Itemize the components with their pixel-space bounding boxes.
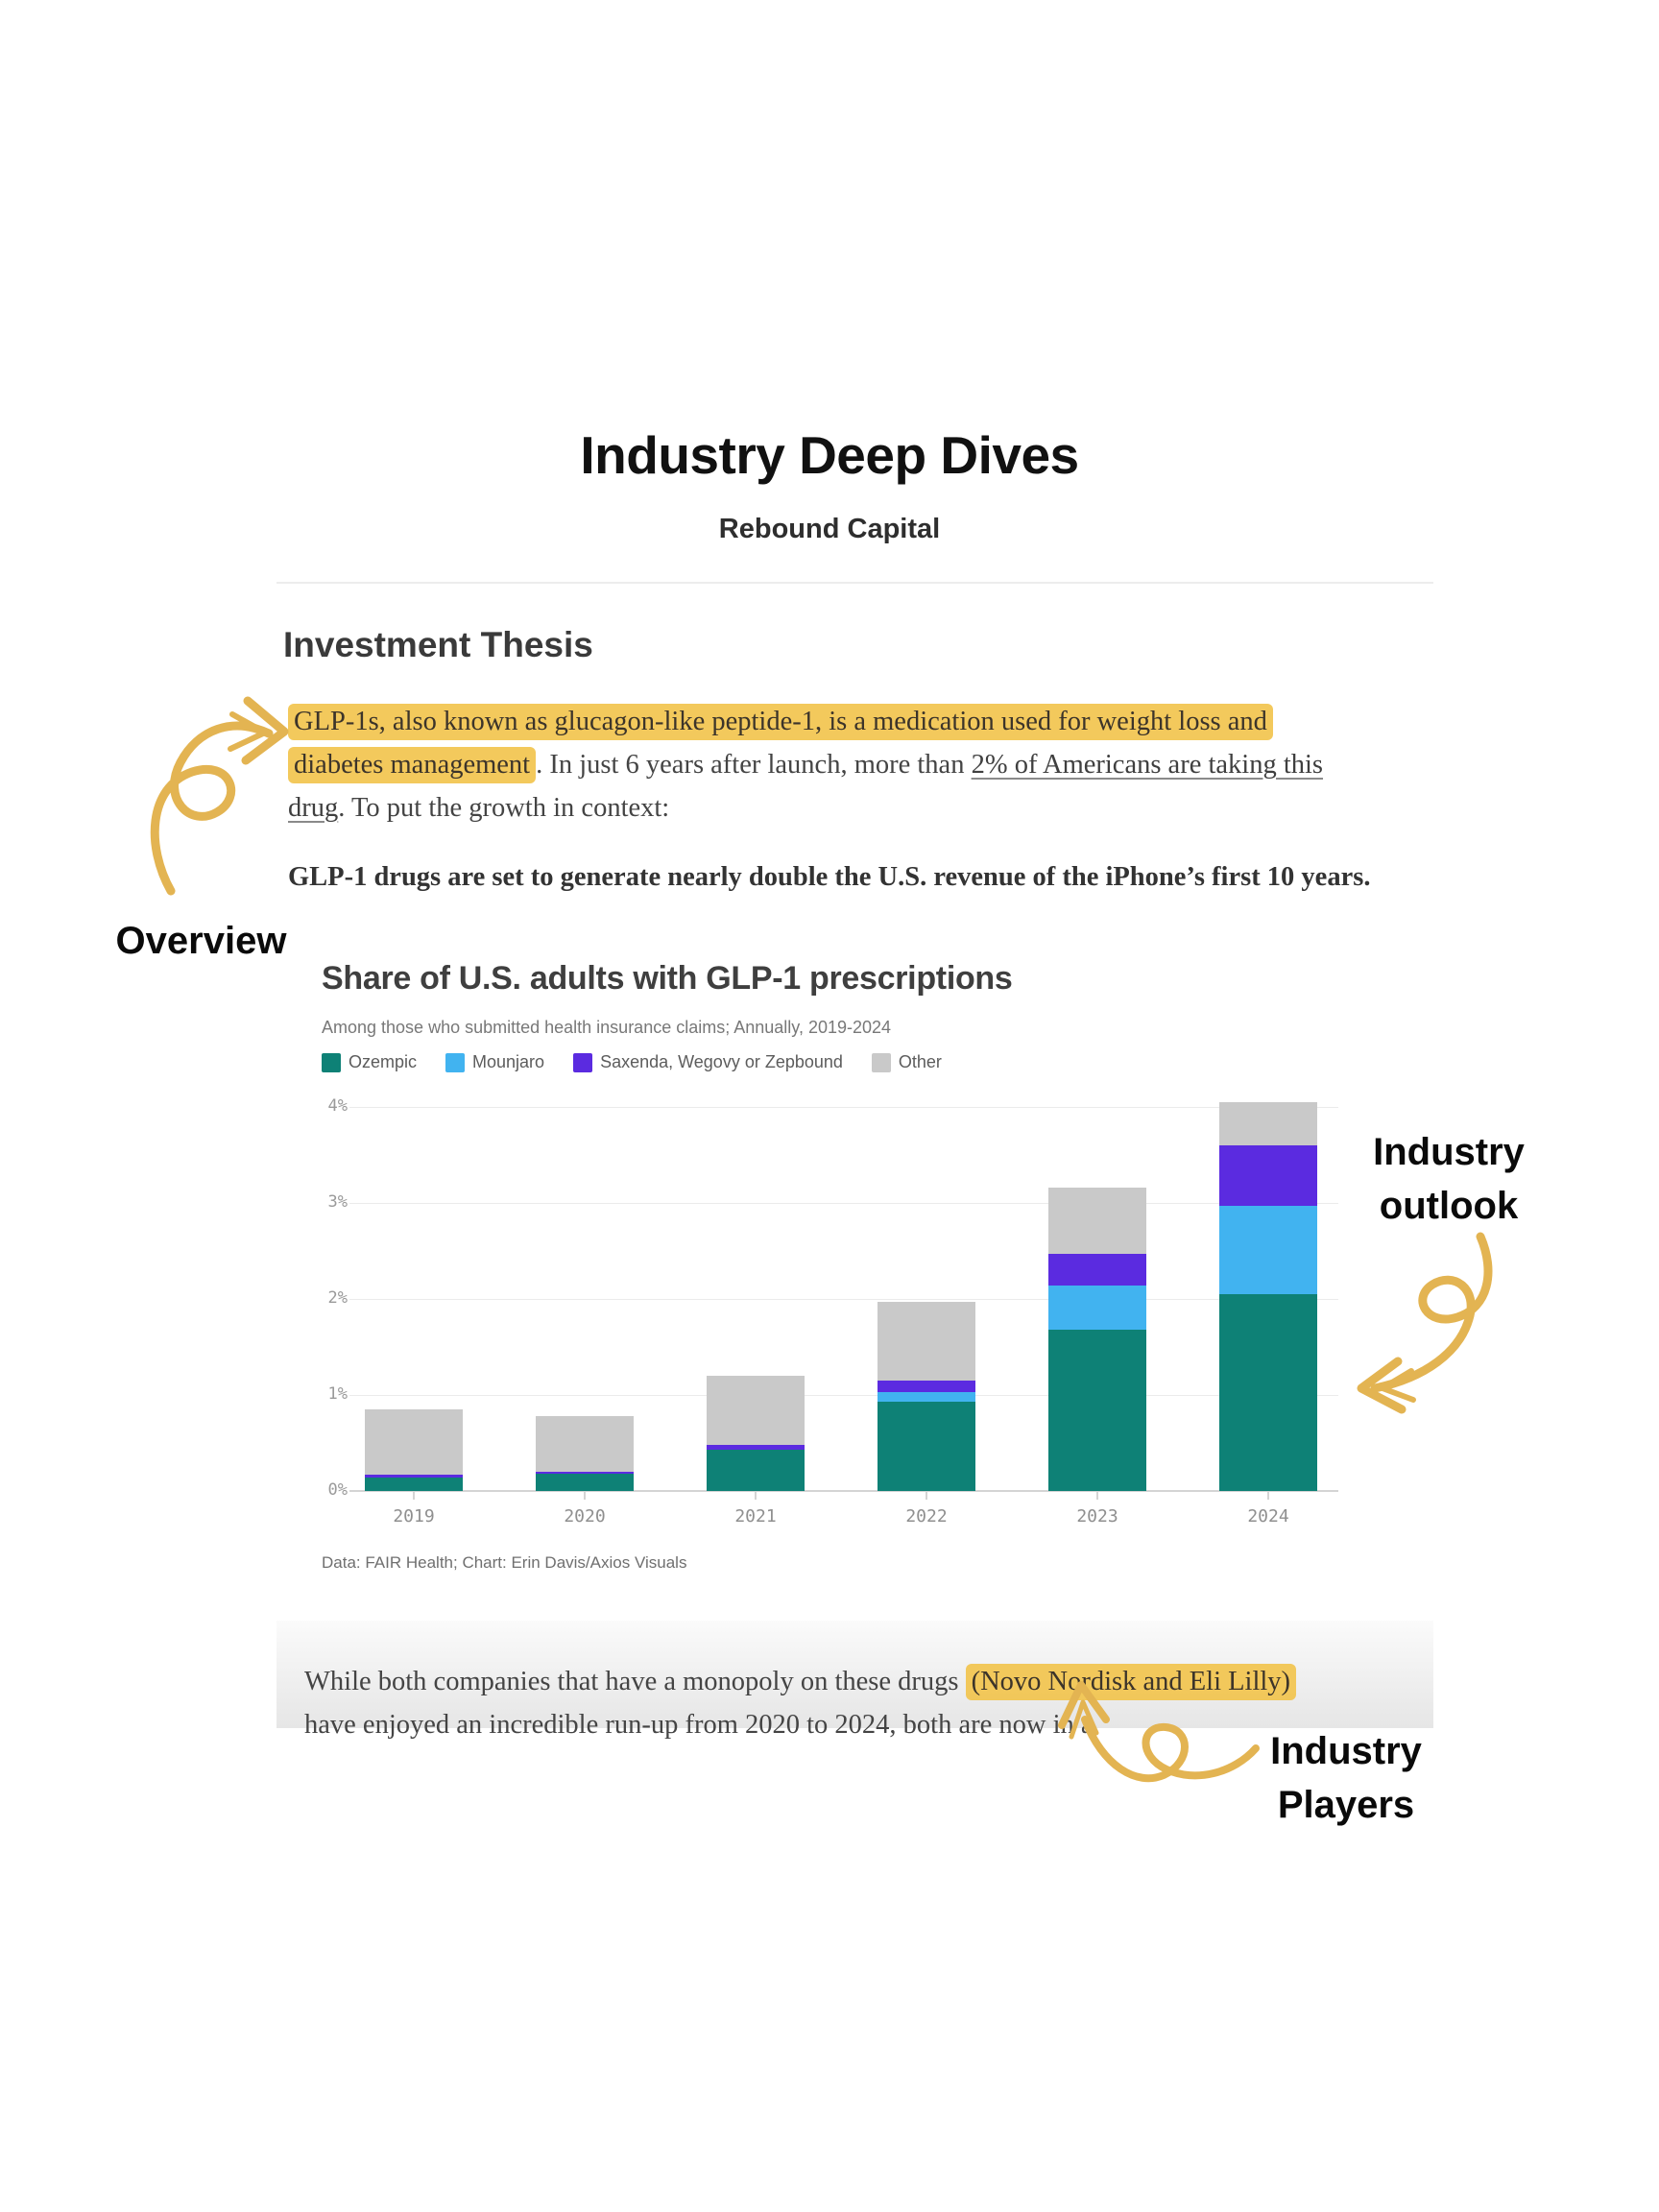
bar-segment [1219, 1294, 1317, 1491]
legend-label: Ozempic [349, 1052, 418, 1071]
y-axis-tick-label: 0% [327, 1480, 348, 1500]
bar-segment [1219, 1145, 1317, 1206]
stacked-bar-2019 [365, 1409, 463, 1491]
legend-swatch-icon [871, 1052, 891, 1072]
thesis-callout: GLP-1 drugs are set to generate nearly d… [288, 861, 1371, 892]
bar-segment [365, 1478, 463, 1491]
x-axis-tick [584, 1491, 586, 1500]
divider [276, 582, 1433, 584]
legend-swatch-icon [322, 1052, 341, 1072]
x-axis-tick [755, 1491, 757, 1500]
bar-segment [1048, 1286, 1146, 1330]
bar-segment [707, 1450, 805, 1491]
legend-swatch-icon [573, 1052, 593, 1072]
legend-label: Saxenda, Wegovy or Zepbound [600, 1052, 843, 1071]
x-axis-tick [1267, 1491, 1269, 1500]
legend-label: Mounjaro [472, 1052, 545, 1071]
bar-segment [1048, 1330, 1146, 1491]
paragraph-text: . In just 6 years after launch, more tha… [536, 749, 972, 780]
legend-item: Saxenda, Wegovy or Zepbound [573, 1052, 843, 1072]
x-axis-line [349, 1490, 1338, 1492]
chart-title: Share of U.S. adults with GLP-1 prescrip… [322, 960, 1013, 997]
bar-segment [878, 1392, 975, 1402]
chart-plot: 0% 1% 2% 3% 4% 2019 2020 2021 2022 2023 2024 [328, 1096, 1338, 1527]
bar-segment [365, 1475, 463, 1478]
x-axis-tick [1096, 1491, 1098, 1500]
bar-segment [878, 1381, 975, 1392]
x-axis-tick-label: 2019 [393, 1506, 435, 1527]
stacked-bar-2023 [1048, 1188, 1146, 1491]
legend-item: Other [871, 1052, 942, 1072]
y-axis-tick-label: 2% [327, 1288, 348, 1308]
chart: Share of U.S. adults with GLP-1 prescrip… [322, 960, 1358, 1632]
x-axis-tick-label: 2023 [1076, 1506, 1118, 1527]
y-axis-tick-label: 1% [327, 1384, 348, 1404]
chart-subtitle: Among those who submitted health insuran… [322, 1018, 892, 1037]
y-axis-tick-label: 4% [327, 1096, 348, 1116]
gridline [349, 1299, 1338, 1300]
chart-source: Data: FAIR Health; Chart: Erin Davis/Axi… [322, 1553, 687, 1572]
gridline [349, 1107, 1338, 1108]
bar-segment [536, 1416, 634, 1472]
legend-swatch-icon [445, 1052, 466, 1072]
bar-segment [878, 1302, 975, 1381]
x-axis-tick-label: 2024 [1247, 1506, 1289, 1527]
stacked-bar-2022 [878, 1302, 975, 1491]
paragraph-text: have enjoyed an incredible run-up from 2… [304, 1709, 1094, 1740]
bar-segment [707, 1445, 805, 1450]
industry-players-arrow-icon [1058, 1681, 1260, 1783]
page-title: Industry Deep Dives [580, 424, 1079, 485]
x-axis-tick [926, 1491, 927, 1500]
overview-label: Overview [115, 920, 287, 962]
stacked-bar-2024 [1219, 1102, 1317, 1491]
legend-item: Ozempic [322, 1052, 417, 1072]
bar-segment [365, 1409, 463, 1475]
paragraph-text: While both companies that have a monopol… [304, 1666, 966, 1696]
paragraph-text: . To put the growth in context: [338, 792, 670, 823]
bar-segment [707, 1376, 805, 1445]
highlighted-text: (Novo Nordisk and Eli Lilly) [965, 1663, 1297, 1700]
gridline [349, 1395, 1338, 1396]
gridline [349, 1203, 1338, 1204]
legend-item: Mounjaro [445, 1052, 544, 1072]
bar-segment [1219, 1206, 1317, 1294]
bar-segment [1219, 1102, 1317, 1145]
industry-outlook-label: Industry outlook [1373, 1131, 1525, 1227]
stacked-bar-2021 [707, 1376, 805, 1491]
y-axis-tick-label: 3% [327, 1192, 348, 1212]
thesis-paragraph: GLP-1s, also known as glucagon-like pept… [288, 700, 1344, 830]
page-subtitle: Rebound Capital [718, 514, 941, 544]
industry-outlook-arrow-icon [1357, 1232, 1493, 1414]
x-axis-tick-label: 2021 [734, 1506, 777, 1527]
bar-segment [536, 1472, 634, 1474]
chart-legend: Ozempic Mounjaro Saxenda, Wegovy or Zepbou… [322, 1052, 942, 1072]
legend-label: Other [898, 1052, 942, 1071]
section-heading: Investment Thesis [283, 624, 593, 664]
bar-segment [536, 1474, 634, 1491]
stacked-bar-2020 [536, 1416, 634, 1491]
x-axis-tick-label: 2022 [905, 1506, 948, 1527]
bar-segment [1048, 1188, 1146, 1254]
x-axis-tick-label: 2020 [564, 1506, 606, 1527]
players-paragraph: While both companies that have a monopol… [304, 1660, 1322, 1746]
bar-segment [878, 1402, 975, 1491]
bar-segment [1048, 1254, 1146, 1286]
x-axis-tick [413, 1491, 415, 1500]
overview-arrow-icon [150, 696, 289, 896]
industry-players-label: Industry Players [1270, 1730, 1422, 1826]
inline-link[interactable]: 2% of Americans are taking this drug [288, 749, 1324, 823]
